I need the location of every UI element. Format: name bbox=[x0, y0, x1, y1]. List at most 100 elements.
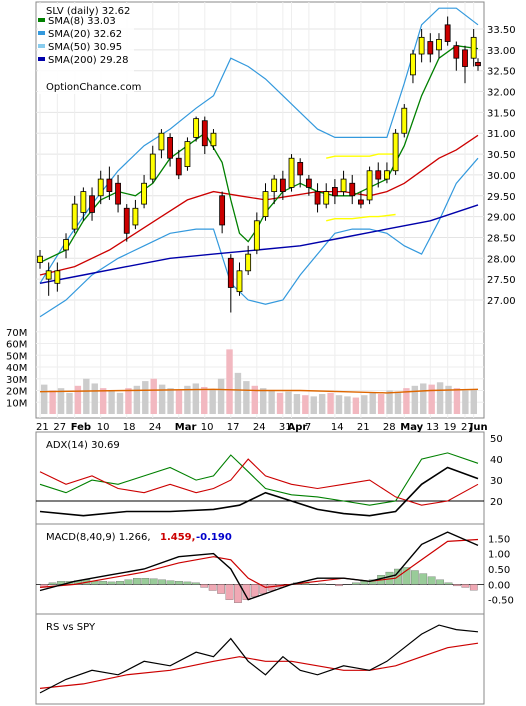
candle-body bbox=[123, 207, 130, 234]
macd-histogram-bar bbox=[116, 581, 124, 585]
candle-body bbox=[115, 182, 121, 205]
adx-tick-label: 50 bbox=[490, 434, 503, 445]
macd-histogram-bar bbox=[166, 580, 175, 585]
volume-bar bbox=[125, 388, 132, 414]
x-tick-label: 27 bbox=[461, 422, 474, 433]
candle-body bbox=[401, 107, 408, 134]
rs-average-line bbox=[39, 642, 479, 689]
candle-body bbox=[288, 157, 295, 188]
macd-histogram-bar bbox=[141, 578, 150, 585]
x-tick-label: 10 bbox=[201, 422, 214, 433]
x-tick-label: 31 bbox=[279, 422, 292, 433]
candle-body bbox=[262, 191, 269, 218]
macd-histogram-bar bbox=[427, 576, 436, 585]
candle-body bbox=[375, 170, 382, 180]
volume-bar bbox=[428, 384, 435, 414]
volume-bar bbox=[184, 385, 191, 414]
price-lines bbox=[39, 7, 479, 394]
volume-bar bbox=[310, 396, 317, 414]
legend-label: SMA(50) 30.95 bbox=[48, 42, 122, 53]
macd-histogram-bar bbox=[453, 584, 461, 587]
legend-swatch bbox=[38, 57, 45, 61]
candle-body bbox=[132, 207, 139, 226]
volume-bar bbox=[276, 392, 284, 414]
macd-histogram-bar bbox=[410, 570, 419, 585]
plus-di-line bbox=[39, 452, 479, 506]
macd-histogram-bar bbox=[469, 584, 478, 591]
volume-tick-label: 70M bbox=[6, 328, 27, 339]
volume-bar bbox=[462, 390, 469, 414]
adx-line bbox=[39, 466, 479, 517]
candle-body bbox=[410, 53, 416, 76]
price-tick-label: 32.00 bbox=[487, 88, 516, 99]
candle-body bbox=[314, 191, 321, 205]
chart-title: SLV (daily) 32.62 bbox=[46, 6, 130, 17]
volume-bar bbox=[41, 384, 48, 414]
volume-bar bbox=[74, 385, 82, 414]
volume-bar bbox=[133, 385, 141, 414]
x-tick-label: Jun bbox=[469, 422, 488, 433]
volume-bar bbox=[411, 385, 419, 414]
macd-histogram-bar bbox=[444, 582, 453, 585]
price-tick-label: 30.00 bbox=[487, 171, 516, 182]
x-tick-label: 19 bbox=[444, 422, 457, 433]
legend-box bbox=[38, 4, 134, 94]
legend-label: SMA(20) 32.62 bbox=[48, 29, 122, 40]
indicator-panels: 50 40 30 20 1.50 1.00 0.50 0.00 -0.50 bbox=[36, 434, 514, 694]
candle-body bbox=[141, 182, 147, 205]
macd-histogram-bar bbox=[48, 582, 57, 585]
macd-histogram-bar bbox=[368, 579, 377, 585]
rs-panel-frame bbox=[35, 613, 485, 705]
volume-bar bbox=[201, 386, 208, 414]
candle-body bbox=[45, 270, 52, 280]
candle-body bbox=[219, 195, 226, 226]
volume-bar bbox=[66, 392, 73, 414]
macd-histogram-bar bbox=[335, 584, 343, 587]
price-tick-label: 32.50 bbox=[487, 67, 516, 78]
macd-signal-line bbox=[39, 538, 479, 589]
macd-tick-label: 1.00 bbox=[488, 550, 510, 561]
x-tick-label: 27 bbox=[53, 422, 66, 433]
volume-bar bbox=[470, 389, 477, 414]
candle-body bbox=[175, 157, 182, 176]
volume-bar bbox=[318, 394, 326, 414]
adx-tick-label: 20 bbox=[490, 497, 503, 508]
rs-title: RS vs SPY bbox=[46, 622, 96, 633]
sma20-line bbox=[39, 134, 479, 276]
candle-body bbox=[271, 178, 278, 192]
x-tick-label: Apr bbox=[288, 422, 308, 433]
macd-histogram-bar bbox=[352, 582, 360, 585]
x-tick-label: 18 bbox=[123, 422, 136, 433]
candle-body bbox=[384, 170, 390, 180]
candle-body bbox=[453, 45, 460, 59]
macd-histogram-bar bbox=[225, 584, 234, 600]
x-tick-label: 10 bbox=[97, 422, 110, 433]
adx-tick-label: 40 bbox=[490, 455, 503, 466]
volume-bar bbox=[175, 390, 183, 414]
candle-body bbox=[201, 120, 208, 147]
x-tick-label: 17 bbox=[227, 422, 240, 433]
volume-bar bbox=[377, 394, 385, 414]
price-tick-label: 28.50 bbox=[487, 233, 516, 244]
candle-body bbox=[297, 162, 304, 176]
volume-bar bbox=[243, 381, 250, 414]
price-tick-label: 33.00 bbox=[487, 46, 516, 57]
candle-body bbox=[305, 178, 312, 188]
macd-tick-label: 1.50 bbox=[488, 534, 510, 545]
macd-histogram-bar bbox=[436, 579, 444, 585]
macd-title: MACD(8,40,9) 1.266, bbox=[46, 532, 151, 543]
macd-histogram-bar bbox=[133, 578, 141, 585]
macd-histogram-bar bbox=[208, 584, 217, 591]
macd-histogram-bar bbox=[158, 579, 166, 585]
volume-bar bbox=[260, 388, 267, 414]
volume-tick-label: 10M bbox=[6, 398, 27, 409]
candle-body bbox=[366, 170, 373, 201]
volume-average-line bbox=[39, 388, 479, 394]
candle-body bbox=[444, 24, 451, 42]
volume-bar bbox=[436, 382, 444, 414]
macd-histogram-bar bbox=[402, 567, 411, 585]
volume-tick-label: 30M bbox=[6, 375, 27, 386]
legend-label: SMA(8) 33.03 bbox=[48, 16, 116, 27]
volume-bar bbox=[302, 395, 309, 414]
volume-bar bbox=[83, 378, 90, 414]
